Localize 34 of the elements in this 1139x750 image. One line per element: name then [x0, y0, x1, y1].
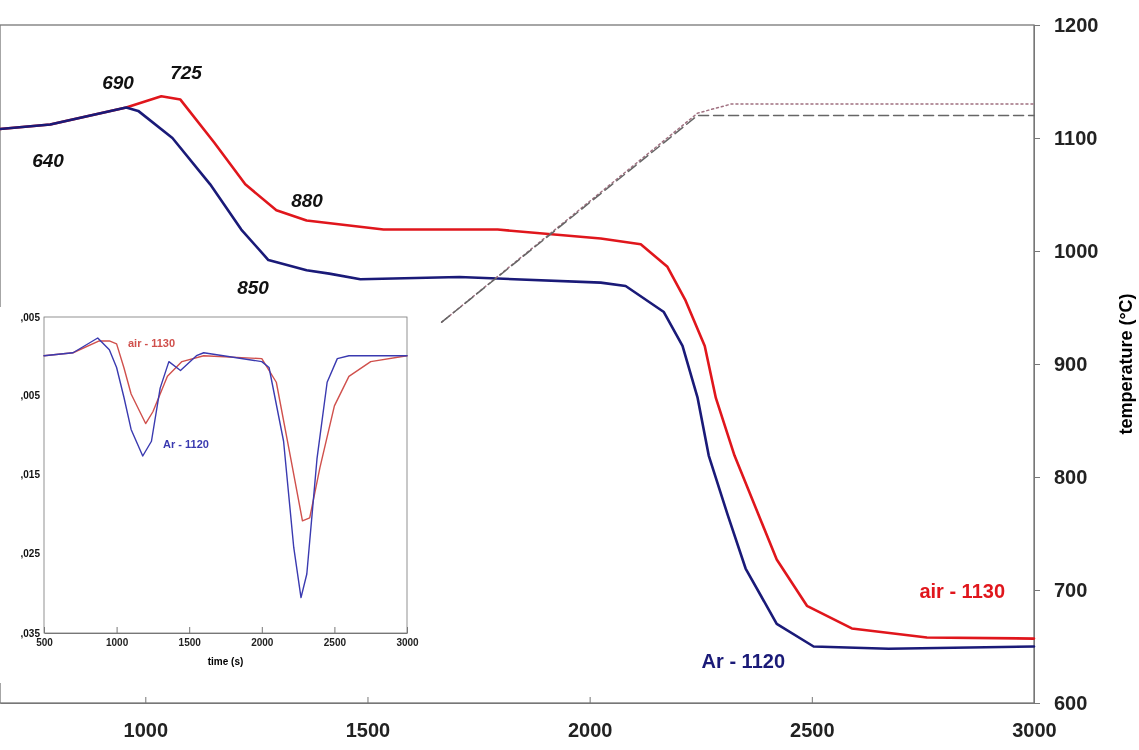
- y2-axis-title: temperature (°C): [1116, 293, 1136, 435]
- series-label: air - 1130: [128, 337, 176, 349]
- annotation: 690: [102, 72, 135, 93]
- annotation: 880: [291, 190, 324, 211]
- y2-tick-label: 900: [1054, 352, 1088, 375]
- y2-tick-label: 1100: [1054, 126, 1098, 149]
- y2-tick-label: 600: [1054, 691, 1088, 714]
- y2-tick-label: 1000: [1054, 239, 1099, 262]
- x-tick-label: 2000: [251, 637, 274, 649]
- series-label: Ar - 1120: [701, 650, 785, 672]
- annotation: ,025: [20, 548, 41, 559]
- annotation: 725: [170, 62, 203, 83]
- annotation: ,015: [20, 469, 41, 480]
- series-label: air - 1130: [919, 580, 1005, 602]
- x-tick-label: 2000: [567, 719, 613, 742]
- x-tick-label: 3000: [1012, 719, 1057, 742]
- x-tick-label: 1500: [178, 637, 202, 649]
- x-axis-title: time (s): [207, 656, 244, 667]
- x-tick-label: 500: [36, 637, 54, 649]
- y2-tick-label: 1200: [1054, 13, 1099, 36]
- annotation: ,035: [20, 628, 41, 639]
- x-tick-label: 3000: [396, 637, 420, 649]
- y2-tick-label: 700: [1054, 578, 1088, 601]
- x-tick-label: 1000: [123, 719, 169, 742]
- annotation: 850: [237, 277, 270, 298]
- series-label: Ar - 1120: [163, 438, 209, 450]
- annotation: 640: [32, 150, 65, 171]
- y2-tick-label: 800: [1054, 465, 1088, 488]
- x-tick-label: 1000: [105, 637, 129, 649]
- x-tick-label: 2500: [790, 719, 835, 742]
- annotation: ,005: [20, 390, 41, 401]
- x-tick-label: 1500: [345, 719, 391, 742]
- annotation: ,005: [20, 312, 41, 323]
- x-tick-label: 2500: [323, 637, 347, 649]
